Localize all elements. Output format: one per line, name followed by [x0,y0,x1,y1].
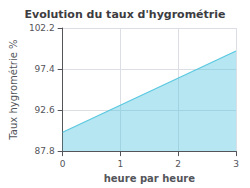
svg-text:1: 1 [118,159,124,169]
svg-text:97.4: 97.4 [35,64,55,74]
svg-text:92.6: 92.6 [35,105,55,115]
svg-text:Taux hygrométrie %: Taux hygrométrie % [8,39,19,140]
svg-text:2: 2 [175,159,181,169]
svg-text:3: 3 [233,159,239,169]
svg-text:heure par heure: heure par heure [104,173,195,184]
svg-text:102.2: 102.2 [29,23,55,33]
svg-text:87.8: 87.8 [35,146,55,156]
svg-text:Evolution du taux d'hygrométri: Evolution du taux d'hygrométrie [25,8,226,21]
svg-text:0: 0 [60,159,66,169]
